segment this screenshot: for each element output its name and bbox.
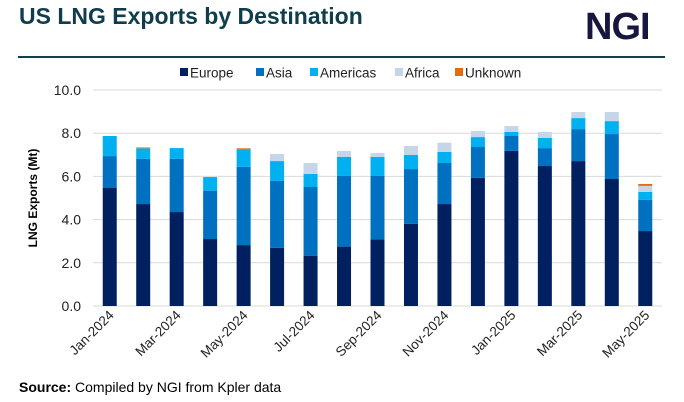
bar-americas-jan-2024	[102, 136, 117, 157]
legend-swatch-unknown	[455, 68, 463, 76]
bar-americas-jun-2024	[270, 161, 285, 181]
bar-unknown-feb-2024	[136, 147, 151, 149]
bar-americas-sep-2024	[370, 156, 385, 176]
bar-europe-mar-2025	[571, 161, 586, 306]
bar-asia-may-2025	[638, 199, 653, 232]
bar-europe-apr-2024	[203, 239, 218, 306]
bar-europe-dec-2024	[470, 177, 485, 306]
bar-americas-mar-2024	[169, 148, 184, 159]
bar-americas-apr-2024	[203, 177, 218, 191]
bar-asia-nov-2024	[437, 163, 452, 205]
bar-asia-jan-2024	[102, 156, 117, 188]
bar-europe-apr-2025	[604, 178, 619, 306]
chart-title: US LNG Exports by Destination	[19, 3, 363, 29]
bar-europe-oct-2024	[403, 223, 418, 306]
bar-asia-dec-2024	[470, 147, 485, 178]
bar-africa-jul-2024	[303, 163, 318, 175]
bar-africa-dec-2024	[470, 131, 485, 138]
x-tick-label: Mar-2024	[132, 307, 184, 359]
bar-africa-jun-2024	[270, 153, 285, 162]
bar-europe-feb-2024	[136, 204, 151, 306]
header-divider	[18, 56, 665, 58]
bar-americas-feb-2025	[537, 137, 552, 149]
bar-americas-nov-2024	[437, 151, 452, 164]
bar-europe-nov-2024	[437, 204, 452, 306]
bar-europe-may-2024	[236, 245, 251, 306]
bar-europe-jul-2024	[303, 255, 318, 306]
legend-label-africa: Africa	[405, 66, 440, 81]
bar-americas-jan-2025	[504, 131, 519, 137]
bar-americas-dec-2024	[470, 137, 485, 148]
bar-asia-jun-2024	[270, 180, 285, 248]
source-label: Source:	[19, 379, 72, 395]
bar-asia-feb-2024	[136, 158, 151, 205]
bar-asia-feb-2025	[537, 148, 552, 167]
x-tick-label: Sep-2024	[333, 307, 385, 359]
bar-asia-apr-2024	[203, 190, 218, 240]
x-tick-label: May-2025	[599, 308, 652, 361]
y-tick-label: 6.0	[62, 168, 82, 184]
y-axis-label: LNG Exports (Mt)	[26, 149, 40, 248]
y-tick-label: 10.0	[54, 82, 81, 98]
bar-africa-jan-2025	[504, 126, 519, 132]
bar-africa-may-2025	[638, 185, 653, 192]
bar-americas-may-2025	[638, 191, 653, 200]
legend-swatch-europe	[180, 68, 188, 76]
x-tick-label: Jan-2024	[66, 307, 117, 358]
bar-europe-mar-2024	[169, 212, 184, 306]
bar-africa-sep-2024	[370, 153, 385, 157]
bar-asia-oct-2024	[403, 169, 418, 224]
bar-americas-oct-2024	[403, 155, 418, 170]
y-tick-label: 4.0	[62, 212, 82, 228]
legend-label-asia: Asia	[266, 66, 293, 81]
bar-unknown-may-2025	[638, 183, 653, 186]
legend-swatch-asia	[256, 68, 264, 76]
legend-label-americas: Americas	[320, 66, 377, 81]
bar-americas-mar-2025	[571, 118, 586, 130]
bar-asia-sep-2024	[370, 175, 385, 240]
bar-europe-may-2025	[638, 231, 653, 306]
bar-americas-may-2024	[236, 149, 251, 167]
x-tick-label: Mar-2025	[534, 308, 585, 359]
bar-africa-apr-2025	[604, 112, 619, 122]
bar-europe-sep-2024	[370, 239, 385, 306]
bar-africa-nov-2024	[437, 142, 452, 152]
source-text: Compiled by NGI from Kpler data	[75, 379, 282, 395]
bar-americas-aug-2024	[337, 156, 352, 176]
x-tick-label: May-2024	[198, 307, 251, 360]
legend-swatch-africa	[395, 68, 403, 76]
y-tick-label: 8.0	[62, 125, 82, 141]
legend-swatch-americas	[310, 68, 318, 76]
bar-asia-may-2024	[236, 166, 251, 246]
bar-europe-jun-2024	[270, 247, 285, 306]
bar-europe-feb-2025	[537, 166, 552, 306]
ngi-logo: NGI	[585, 6, 651, 48]
legend-label-europe: Europe	[190, 66, 234, 81]
bar-africa-feb-2025	[537, 131, 552, 138]
bar-unknown-may-2024	[236, 148, 251, 150]
y-tick-label: 0.0	[62, 298, 82, 314]
bar-americas-jul-2024	[303, 174, 318, 187]
bar-africa-oct-2024	[403, 145, 418, 156]
x-tick-label: Jul-2024	[270, 307, 318, 355]
source-note: Source: Compiled by NGI from Kpler data	[19, 379, 281, 395]
bar-asia-apr-2025	[604, 134, 619, 179]
bar-asia-mar-2025	[571, 129, 586, 162]
x-tick-label: Nov-2024	[400, 307, 452, 359]
bar-asia-jul-2024	[303, 186, 318, 256]
x-tick-label: Jan-2025	[468, 308, 518, 358]
bar-europe-jan-2025	[504, 150, 519, 306]
bar-europe-jan-2024	[102, 187, 117, 306]
bar-africa-mar-2025	[571, 112, 586, 119]
bar-asia-aug-2024	[337, 175, 352, 247]
bar-asia-mar-2024	[169, 158, 184, 213]
bar-europe-aug-2024	[337, 246, 352, 306]
bar-africa-aug-2024	[337, 150, 352, 157]
bar-americas-feb-2024	[136, 148, 151, 159]
legend-label-unknown: Unknown	[465, 66, 521, 81]
bar-americas-apr-2025	[604, 121, 619, 135]
bar-asia-jan-2025	[504, 136, 519, 151]
y-tick-label: 2.0	[62, 255, 82, 271]
